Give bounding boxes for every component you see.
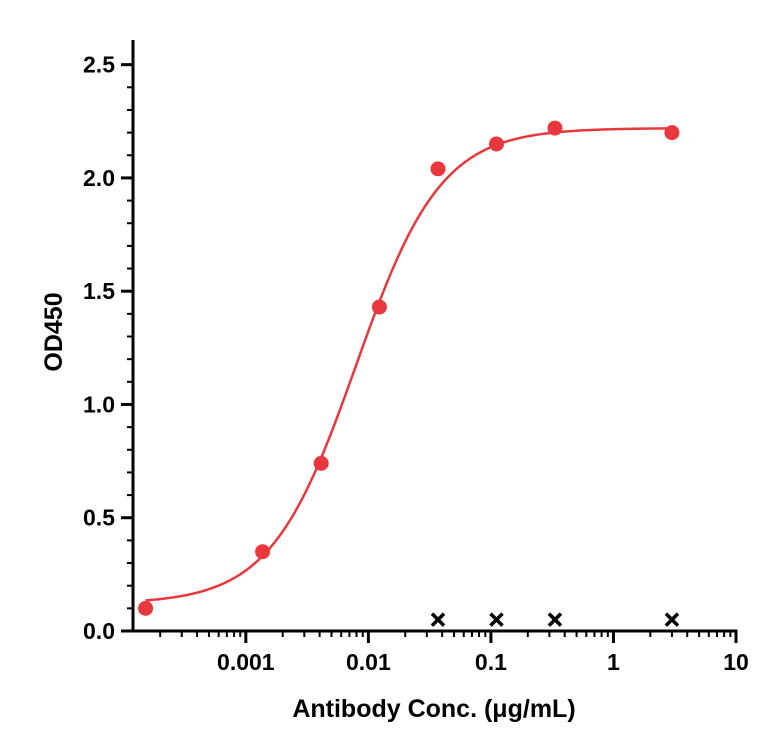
cross-stroke	[664, 612, 680, 627]
x-tick-label: 1	[607, 649, 620, 675]
y-tick-label: 0.0	[83, 618, 115, 644]
cross-stroke	[489, 612, 504, 627]
data-point-circle	[138, 600, 154, 616]
data-point-circle	[255, 544, 271, 560]
x-tick-label: 10	[723, 649, 749, 675]
data-point-cross	[430, 612, 446, 627]
y-axis-title: OD450	[40, 292, 68, 371]
y-tick-label: 0.5	[83, 505, 115, 531]
y-tick-label: 1.0	[83, 391, 115, 417]
data-point-circle	[547, 120, 563, 136]
y-tick-label: 2.0	[83, 165, 115, 191]
data-point-cross	[489, 612, 504, 627]
fit-curve-layer	[145, 127, 672, 602]
y-tick-label: 2.5	[83, 52, 115, 78]
data-point-cross	[547, 612, 563, 627]
x-tick-label: 0.1	[475, 649, 507, 675]
data-point-circle	[430, 161, 446, 177]
x-tick-label: 0.001	[217, 649, 275, 675]
data-point-circle	[313, 455, 329, 471]
data-point-circle	[488, 136, 504, 152]
x-axis-title: Antibody Conc. (μg/mL)	[292, 695, 575, 723]
x-tick-label: 0.01	[346, 649, 391, 675]
data-point-circle	[664, 125, 680, 141]
marks-layer	[138, 120, 680, 627]
cross-stroke	[430, 612, 446, 627]
cross-stroke	[547, 612, 563, 627]
fit-curve	[145, 127, 672, 602]
data-point-cross	[664, 612, 680, 627]
axes: 0.0 0.5 1.0 1.5 2.0 2.5 0.001 0.01 0.1 1 10	[83, 40, 749, 675]
data-point-circle	[371, 299, 387, 315]
y-tick-label: 1.5	[83, 278, 115, 304]
